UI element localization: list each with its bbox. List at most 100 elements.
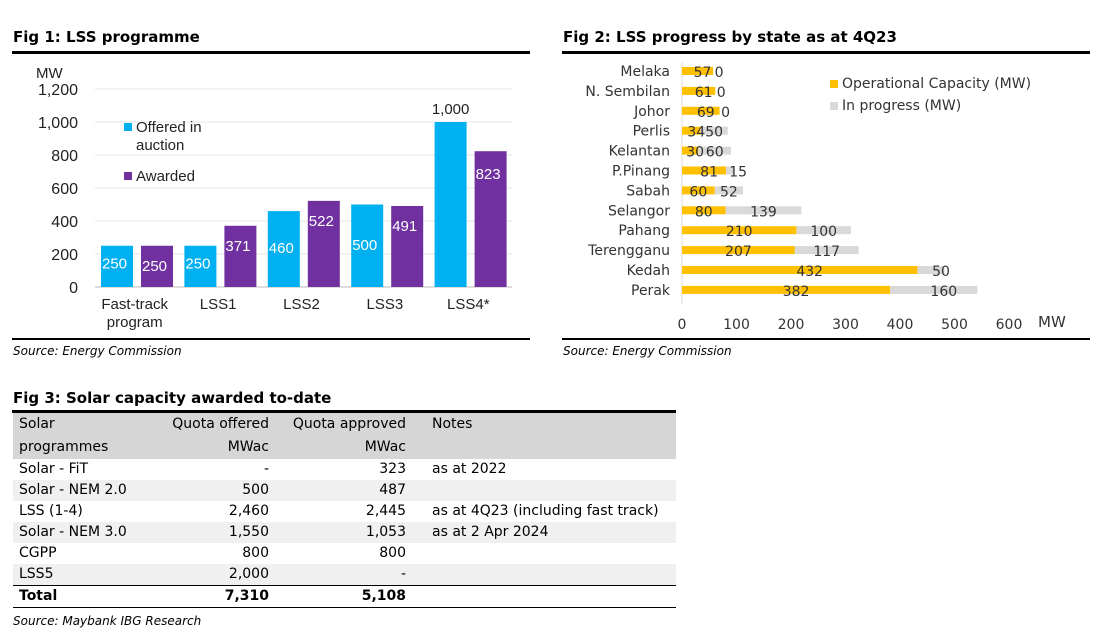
data-label: 382 bbox=[783, 284, 810, 300]
table-cell: 1,550 bbox=[153, 522, 275, 543]
data-label: 210 bbox=[726, 224, 753, 240]
x-axis-label: MW bbox=[1038, 313, 1066, 331]
x-tick-label: Fast-track program bbox=[101, 296, 168, 331]
header-cell: Quota approved bbox=[275, 413, 412, 436]
y-tick-label: Pahang bbox=[618, 223, 670, 239]
y-tick-label: 1,000 bbox=[38, 115, 78, 132]
y-tick-label: 800 bbox=[51, 148, 78, 165]
legend-swatch bbox=[830, 102, 838, 110]
header-cell: Solar bbox=[13, 413, 153, 436]
table-cell: Solar - NEM 3.0 bbox=[13, 522, 153, 543]
table-cell: - bbox=[263, 461, 269, 477]
legend-label: Awarded bbox=[136, 168, 195, 185]
fig2-title: Fig 2: LSS progress by state as at 4Q23 bbox=[563, 28, 897, 46]
x-tick-label: 400 bbox=[887, 317, 914, 333]
x-tick-label: LSS3 bbox=[367, 296, 404, 313]
divider bbox=[562, 338, 1090, 340]
table-cell: CGPP bbox=[19, 545, 57, 561]
data-label: 491 bbox=[392, 218, 417, 235]
fig3-title: Fig 3: Solar capacity awarded to-date bbox=[13, 389, 332, 407]
data-label: 250 bbox=[185, 255, 210, 272]
data-label: 0 bbox=[721, 105, 730, 121]
y-tick-label: 0 bbox=[69, 280, 78, 297]
header-cell: Notes bbox=[412, 413, 676, 436]
table-row: Solar - NEM 3.0 1,550 1,053 as at 2 Apr 202… bbox=[13, 522, 676, 543]
legend-swatch bbox=[830, 80, 838, 88]
bar-operational bbox=[682, 146, 699, 155]
bar-operational bbox=[682, 186, 715, 195]
data-label: 57 bbox=[694, 65, 712, 81]
bar-in-progress bbox=[700, 126, 728, 135]
bar-in-progress bbox=[726, 166, 735, 175]
y-tick-label: 400 bbox=[51, 214, 78, 231]
divider bbox=[12, 338, 530, 340]
data-label: 500 bbox=[352, 237, 377, 254]
y-tick-label: N. Sembilan bbox=[585, 84, 670, 100]
x-tick-label: 600 bbox=[996, 317, 1023, 333]
table-cell: LSS (1-4) bbox=[19, 503, 83, 519]
total-row: Total 7,310 5,108 bbox=[13, 585, 676, 608]
divider bbox=[12, 51, 530, 54]
table-cell: 2,000 bbox=[153, 564, 275, 586]
data-label: 69 bbox=[697, 105, 715, 121]
table-cell: Total bbox=[13, 585, 153, 608]
table-cell bbox=[412, 480, 676, 501]
bar-operational bbox=[682, 67, 714, 75]
data-label: 61 bbox=[695, 85, 713, 101]
data-label: 100 bbox=[810, 224, 837, 240]
table-cell: 500 bbox=[153, 480, 275, 501]
bar-operational bbox=[682, 86, 716, 95]
table-cell: 487 bbox=[275, 480, 412, 501]
y-tick-label: Johor bbox=[633, 104, 670, 120]
bar-operational bbox=[682, 226, 797, 235]
bar-in-progress bbox=[796, 226, 851, 235]
solar-capacity-table: Solar Quota offered Quota approved Notes… bbox=[13, 413, 676, 608]
table-cell: 2,445 bbox=[365, 503, 406, 519]
table-cell: - bbox=[275, 564, 412, 586]
bar-operational bbox=[682, 266, 918, 274]
x-tick-label: 200 bbox=[778, 317, 805, 333]
y-tick-label: 1,200 bbox=[38, 82, 78, 99]
data-label: 823 bbox=[476, 166, 501, 183]
bar-in-progress bbox=[917, 266, 945, 274]
data-label: 15 bbox=[729, 165, 747, 181]
bar-in-progress bbox=[794, 246, 859, 255]
bar-in-progress bbox=[725, 206, 802, 215]
header-cell bbox=[412, 436, 676, 459]
legend-swatch bbox=[124, 172, 132, 180]
y-tick-label: 200 bbox=[51, 247, 78, 264]
legend-label: Operational Capacity (MW) bbox=[842, 76, 1031, 92]
table-cell: 323 bbox=[379, 461, 406, 477]
y-tick-label: P.Pinang bbox=[612, 164, 670, 180]
data-label: 50 bbox=[932, 264, 950, 280]
table-row: Solar - FiT - 323 as at 2022 bbox=[13, 459, 676, 480]
y-tick-label: 600 bbox=[51, 181, 78, 198]
table-header-row: programmes MWac MWac bbox=[13, 436, 676, 459]
bar-in-progress bbox=[890, 285, 978, 294]
table-cell bbox=[412, 585, 676, 608]
table-cell: LSS5 bbox=[13, 564, 153, 586]
data-label: 117 bbox=[813, 244, 840, 260]
x-tick-label: 0 bbox=[678, 317, 687, 333]
data-label: 50 bbox=[705, 125, 723, 141]
data-label: 432 bbox=[796, 264, 823, 280]
data-label: 160 bbox=[930, 284, 957, 300]
table-cell: as at 2022 bbox=[432, 461, 507, 477]
data-label: 34 bbox=[687, 125, 705, 141]
x-tick-label: LSS1 bbox=[200, 296, 237, 313]
bar-offered bbox=[351, 204, 384, 287]
bar-awarded bbox=[307, 200, 340, 287]
x-tick-label: 300 bbox=[832, 317, 859, 333]
data-label: 207 bbox=[725, 244, 752, 260]
bar-offered bbox=[434, 122, 467, 287]
bar-offered bbox=[101, 245, 133, 287]
fig1-title: Fig 1: LSS programme bbox=[13, 28, 200, 46]
fig3-source: Source: Maybank IBG Research bbox=[13, 614, 202, 628]
bar-operational bbox=[682, 166, 727, 175]
divider bbox=[562, 51, 1090, 54]
table-cell bbox=[412, 564, 676, 586]
table-cell: 800 bbox=[379, 545, 406, 561]
legend-swatch bbox=[124, 123, 132, 131]
